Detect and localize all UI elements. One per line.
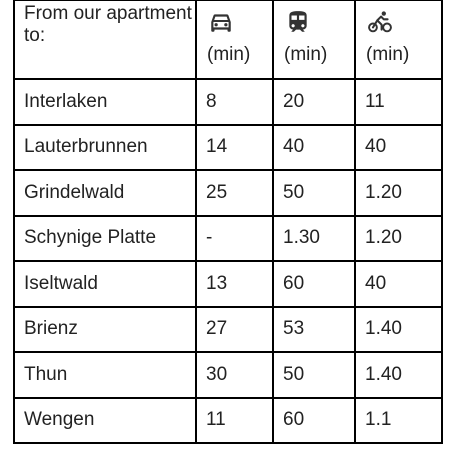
destination-column-header: From our apartment to:	[13, 0, 197, 80]
destination-cell: Thun	[13, 351, 197, 399]
train-time-cell: 60	[272, 396, 356, 444]
destination-cell: Lauterbrunnen	[13, 123, 197, 171]
bike-time-cell: 1.40	[354, 351, 443, 399]
bike-time-cell: 40	[354, 260, 443, 308]
bike-time-cell: 1.40	[354, 305, 443, 353]
bike-time-cell: 1.20	[354, 214, 443, 262]
bike-time-cell: 40	[354, 123, 443, 171]
table-row: Interlaken 8 20 11	[13, 78, 443, 126]
train-time-cell: 60	[272, 260, 356, 308]
bike-time-cell: 1.1	[354, 396, 443, 444]
table-row: Grindelwald 25 50 1.20	[13, 169, 443, 217]
car-icon	[211, 14, 231, 32]
destination-cell: Brienz	[13, 305, 197, 353]
destination-cell: Interlaken	[13, 78, 197, 126]
car-time-cell: 11	[195, 396, 274, 444]
bicycle-icon	[368, 11, 392, 33]
table-row: Iseltwald 13 60 40	[13, 260, 443, 308]
destination-cell: Iseltwald	[13, 260, 197, 308]
bicycle-unit-label: (min)	[366, 44, 410, 65]
car-time-cell: -	[195, 214, 274, 262]
car-time-cell: 8	[195, 78, 274, 126]
car-time-cell: 30	[195, 351, 274, 399]
train-time-cell: 20	[272, 78, 356, 126]
car-unit-label: (min)	[207, 44, 251, 65]
destination-cell: Wengen	[13, 396, 197, 444]
car-time-cell: 25	[195, 169, 274, 217]
car-time-cell: 14	[195, 123, 274, 171]
table-header-row: From our apartment to: (min) (min)	[13, 0, 443, 80]
destination-cell: Grindelwald	[13, 169, 197, 217]
train-time-cell: 50	[272, 351, 356, 399]
train-column-header: (min)	[272, 0, 356, 80]
travel-time-table: From our apartment to: (min) (min)	[13, 0, 443, 444]
table-row: Lauterbrunnen 14 40 40	[13, 123, 443, 171]
car-time-cell: 13	[195, 260, 274, 308]
table-row: Schynige Platte - 1.30 1.20	[13, 214, 443, 262]
table-row: Brienz 27 53 1.40	[13, 305, 443, 353]
train-time-cell: 40	[272, 123, 356, 171]
train-time-cell: 1.30	[272, 214, 356, 262]
car-time-cell: 27	[195, 305, 274, 353]
bicycle-column-header: (min)	[354, 0, 443, 80]
car-column-header: (min)	[195, 0, 274, 80]
train-time-cell: 50	[272, 169, 356, 217]
train-icon	[289, 11, 307, 32]
train-unit-label: (min)	[284, 44, 328, 65]
bike-time-cell: 1.20	[354, 169, 443, 217]
table-row: Thun 30 50 1.40	[13, 351, 443, 399]
table-row: Wengen 11 60 1.1	[13, 396, 443, 444]
destination-cell: Schynige Platte	[13, 214, 197, 262]
train-time-cell: 53	[272, 305, 356, 353]
bike-time-cell: 11	[354, 78, 443, 126]
